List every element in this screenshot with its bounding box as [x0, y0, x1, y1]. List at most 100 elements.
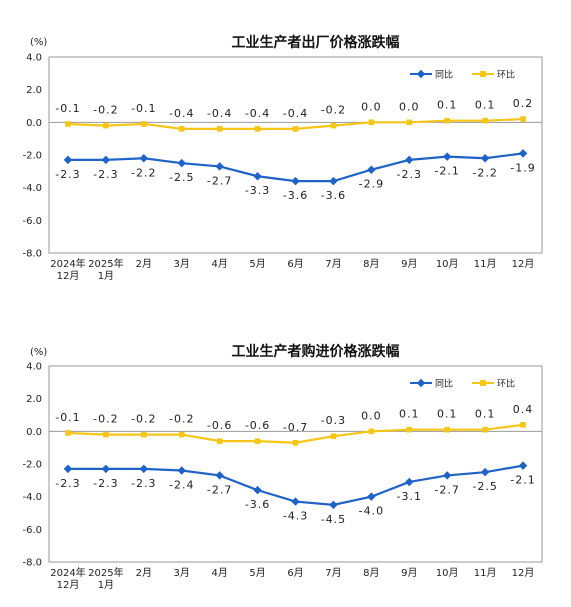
- x-tick-label: 2024年 12月: [50, 566, 85, 591]
- data-label: -4.5: [321, 513, 346, 526]
- series-point: [216, 438, 223, 444]
- data-label: 0.1: [399, 408, 420, 421]
- series-point: [482, 426, 488, 433]
- y-tick-label: -6.0: [22, 216, 42, 227]
- chart-title: 工业生产者购进价格涨跌幅: [232, 343, 400, 360]
- x-tick-line: 2月: [136, 567, 152, 579]
- y-tick-label: -6.0: [22, 525, 42, 536]
- series-point: [141, 121, 147, 127]
- x-tick-label: 5月: [249, 258, 265, 270]
- legend-marker: [416, 378, 426, 388]
- data-label: -0.7: [283, 421, 308, 434]
- series-point: [444, 117, 450, 124]
- x-tick-line: 5月: [249, 567, 265, 579]
- y-tick-label: 2.0: [26, 394, 42, 405]
- series-point: [216, 126, 223, 132]
- series-point: [103, 431, 109, 438]
- x-tick-line: 2024年: [50, 257, 85, 270]
- data-label: 0.2: [513, 97, 534, 110]
- y-tick-label: 2.0: [26, 85, 42, 96]
- x-tick-line: 1月: [98, 579, 114, 591]
- x-tick-label: 11月: [474, 258, 497, 270]
- x-tick-label: 10月: [436, 567, 459, 579]
- data-label: -0.4: [169, 107, 194, 120]
- x-tick-label: 12月: [512, 567, 535, 579]
- series-point: [406, 426, 413, 433]
- legend-label: 环比: [497, 69, 515, 81]
- series-point: [178, 431, 185, 438]
- data-label: -3.6: [245, 498, 270, 511]
- series-point: [444, 426, 450, 433]
- series-point: [254, 438, 261, 444]
- data-label: -3.1: [397, 490, 422, 503]
- y-tick-label: -8.0: [22, 249, 42, 260]
- x-tick-label: 7月: [325, 258, 341, 270]
- series-point: [329, 176, 338, 186]
- x-tick-label: 2025年 1月: [88, 257, 123, 282]
- legend-label: 环比: [497, 378, 515, 390]
- data-label: -0.1: [55, 102, 80, 115]
- data-label: 0.1: [475, 99, 496, 112]
- legend-marker: [480, 380, 486, 386]
- data-label: -2.3: [93, 168, 118, 181]
- y-tick-label: 4.0: [26, 53, 42, 64]
- x-tick-label: 4月: [211, 258, 227, 270]
- data-label: 0.1: [437, 408, 458, 421]
- series-point: [65, 121, 71, 127]
- x-tick-line: 7月: [325, 567, 341, 579]
- series-point: [253, 171, 262, 181]
- series-point: [63, 155, 73, 165]
- data-label: -4.0: [359, 505, 384, 518]
- data-label: 0.1: [437, 99, 458, 112]
- data-label: -2.7: [207, 483, 232, 496]
- data-label: 0.4: [513, 403, 534, 416]
- series-point: [482, 117, 488, 124]
- x-tick-line: 12月: [57, 270, 80, 282]
- x-tick-line: 9月: [401, 567, 417, 579]
- series-point: [442, 471, 452, 480]
- series-point: [139, 154, 149, 163]
- x-tick-label: 3月: [174, 567, 190, 579]
- series-point: [215, 162, 224, 171]
- series-point: [330, 433, 337, 440]
- series-point: [518, 461, 528, 470]
- data-label: -0.4: [283, 107, 308, 120]
- x-tick-label: 12月: [512, 258, 535, 270]
- series-point: [65, 430, 71, 436]
- x-tick-label: 2024年 12月: [50, 257, 85, 282]
- plot-frame: [48, 56, 543, 254]
- y-tick-label: -2.0: [22, 460, 42, 471]
- x-tick-line: 12月: [512, 258, 535, 270]
- x-tick-line: 8月: [363, 258, 379, 270]
- x-tick-label: 4月: [211, 567, 227, 579]
- x-tick-line: 3月: [174, 258, 190, 270]
- x-tick-line: 2月: [136, 258, 152, 270]
- series-point: [520, 116, 526, 122]
- x-tick-line: 1月: [98, 270, 114, 282]
- x-tick-label: 6月: [287, 258, 303, 270]
- y-tick-label: 0.0: [26, 427, 42, 438]
- series-point: [253, 485, 262, 495]
- legend-label: 同比: [435, 378, 453, 390]
- data-label: -2.9: [359, 178, 384, 191]
- data-label: -2.1: [510, 474, 535, 487]
- data-label: -2.3: [55, 477, 80, 490]
- x-tick-line: 10月: [436, 567, 459, 579]
- series-point: [368, 428, 375, 435]
- chart-2: 工业生产者购进价格涨跌幅 (%) 4.0 2.0 0.0 -2.0 -4.0 -6.0 -8.0…: [22, 343, 543, 591]
- data-label: 0.1: [475, 408, 496, 421]
- data-label: -2.1: [434, 165, 459, 178]
- data-label: -0.6: [245, 419, 270, 432]
- series-point: [178, 126, 185, 132]
- series-point: [254, 126, 261, 132]
- unit-label: (%): [30, 37, 47, 48]
- y-tick-label: -8.0: [22, 558, 42, 569]
- x-tick-line: 2025年: [88, 257, 123, 270]
- x-tick-label: 9月: [401, 567, 417, 579]
- data-label: -2.3: [397, 168, 422, 181]
- x-tick-line: 10月: [436, 258, 459, 270]
- x-tick-line: 9月: [401, 258, 417, 270]
- x-tick-line: 12月: [57, 579, 80, 591]
